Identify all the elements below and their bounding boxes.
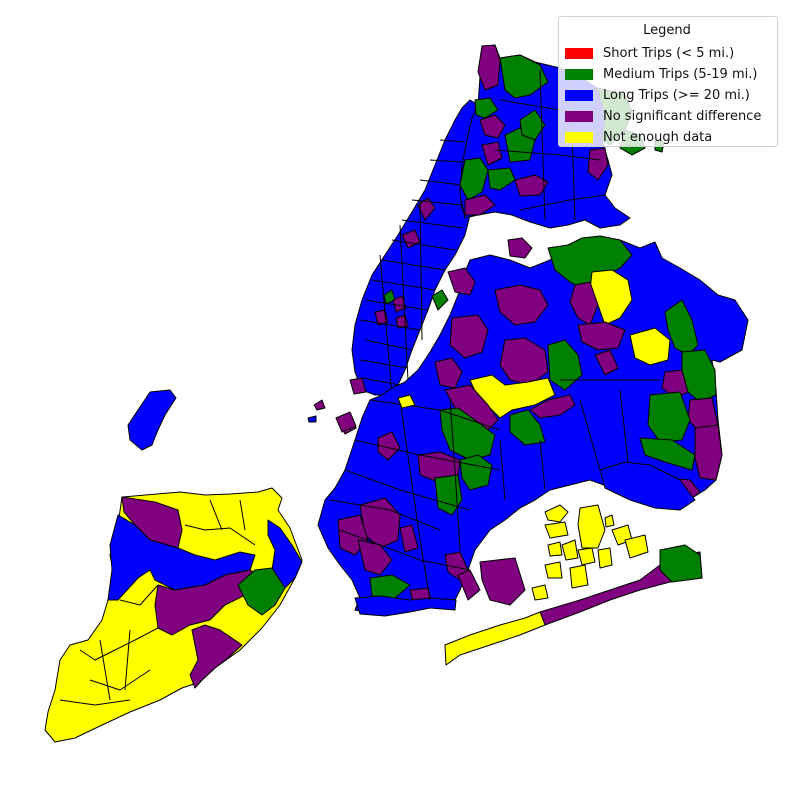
zone-bay-island-3 [577,504,606,549]
legend-label-short: Short Trips (< 5 mi.) [603,46,735,61]
zone-bronx-green-4 [459,157,489,201]
legend-item-none: No significant difference [565,106,769,127]
manhattan [349,99,479,396]
staten-island [44,487,303,743]
zone-qb-purple-13 [694,424,723,481]
zone-qb-green-3 [547,339,583,391]
zone-qb-purple-8 [434,357,463,389]
zone-si-purple-south [189,624,243,689]
legend-item-short: Short Trips (< 5 mi.) [565,43,769,64]
zone-qb-purple-6 [449,314,489,359]
zone-manhattan-purple-1 [417,197,436,221]
zone-islet-1 [313,399,326,411]
zone-bk-lines [329,379,660,601]
legend-label-nodata: Not enough data [603,130,713,145]
zone-qb-green-5 [509,409,546,446]
zone-qb-purple-3 [594,349,619,376]
zone-bay-island-6 [577,547,596,566]
queens-brooklyn [317,235,749,617]
legend-swatch-long [565,90,593,101]
zone-bay-island-2 [544,521,569,539]
zone-si-blue-east [267,519,303,589]
zone-bronx-purple-2 [479,114,506,139]
zone-qb-green-7 [647,391,691,443]
zone-qb-green-1 [547,235,633,291]
jamaica-bay-islands [531,504,649,601]
zone-ellis-purple [335,411,357,433]
zone-bay-island-9 [624,534,649,559]
legend-swatch-nodata [565,132,593,143]
zone-bronx-purple-5 [464,194,496,216]
zone-bay-island-5 [561,539,579,561]
zone-bk-south-coast [354,595,457,617]
zone-randalls-island-yellow [397,394,416,409]
zone-bay-island-11 [569,564,589,589]
zone-manhattan-green-2 [431,289,449,311]
zone-rockaway-yellow [444,611,546,666]
legend-label-long: Long Trips (>= 20 mi.) [603,88,750,103]
zone-bk-purple-9 [457,569,481,601]
zone-rockaway-green [659,544,703,583]
zone-bronx-purple-6 [587,147,609,181]
legend-swatch-medium [565,69,593,80]
zone-qb-purple-2 [577,321,626,351]
zone-bay-island-7 [597,547,613,569]
zone-si-purple-mid [154,569,263,636]
zone-bronx-green-5 [487,167,516,191]
zone-governors-island [127,389,177,451]
legend-label-medium: Medium Trips (5-19 mi.) [603,67,758,82]
zone-bay-island-13 [604,514,615,528]
zone-manhattan-purple-3 [392,295,407,313]
legend-item-medium: Medium Trips (5-19 mi.) [565,64,769,85]
zone-jfk-airport [599,461,696,511]
legend-swatch-short [565,48,593,59]
zone-islet-2 [307,415,317,423]
legend-label-none: No significant difference [603,109,762,124]
zone-qb-purple-10 [529,394,576,419]
zone-qb-green-2 [664,299,699,356]
zone-qb-purple-7 [499,337,549,386]
zone-si-lines [59,499,256,706]
zone-bronx-green-1 [499,54,549,99]
legend: Legend Short Trips (< 5 mi.) Medium Trip… [558,16,778,147]
zone-bay-island-12 [531,584,549,601]
legend-item-nodata: Not enough data [565,127,769,148]
zone-bay-island-10 [544,561,563,579]
zone-si-green [237,567,286,616]
zone-bk-purple-7 [357,539,393,576]
zone-bronx-purple-3 [481,141,503,166]
zone-bay-island-1 [544,504,569,523]
zone-bay-island-4 [547,541,563,557]
legend-swatch-none [565,111,593,122]
zone-rikers-island [507,237,533,259]
zone-manhattan-grid [359,139,466,396]
zone-bk-purple-10 [479,557,526,606]
zone-bronx-green-6 [519,109,546,141]
zone-bronx-green-2 [474,97,499,119]
zone-bk-green-3 [369,574,411,599]
zone-qb-purple-5 [494,284,549,326]
zone-bk-purple-6 [399,524,419,553]
legend-item-long: Long Trips (>= 20 mi.) [565,85,769,106]
legend-title: Legend [643,23,691,38]
zone-manhattan-purple-6 [349,377,367,395]
zone-qb-purple-4 [447,267,476,296]
zone-qb-yellow-2 [629,327,671,366]
zone-bk-purple-2 [377,431,401,461]
zone-qb-green-8 [639,437,696,471]
